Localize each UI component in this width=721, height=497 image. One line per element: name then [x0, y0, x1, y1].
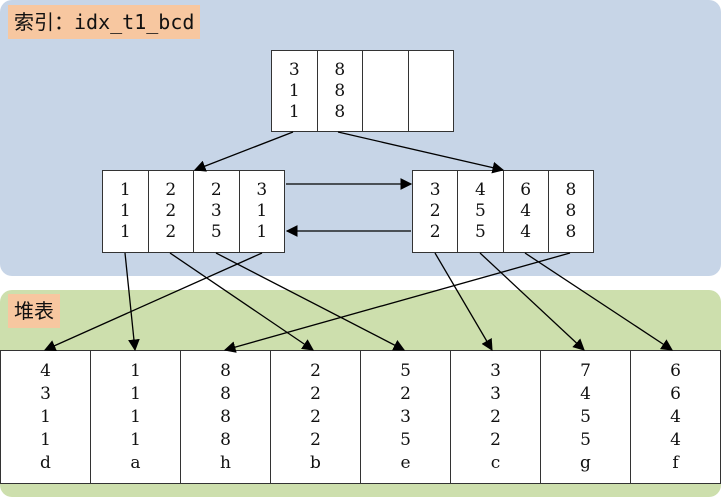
cell-value: 5 [580, 429, 591, 450]
cell-value: 6 [670, 360, 681, 381]
cell-value: 4 [580, 383, 591, 404]
root-node-entry [407, 51, 454, 131]
cell-value: 3 [490, 360, 501, 381]
cell-value: 6 [670, 383, 681, 404]
cell-value: 4 [520, 201, 532, 221]
cell-value: 3 [256, 180, 268, 200]
cell-value: 2 [165, 222, 177, 242]
cell-value: 5 [474, 201, 486, 221]
cell-value: e [400, 452, 411, 473]
cell-value: 5 [580, 406, 591, 427]
cell-value: 1 [40, 429, 51, 450]
cell-value: a [130, 452, 141, 473]
cell-value: 1 [256, 222, 268, 242]
root-node-entry [362, 51, 408, 131]
cell-value: 1 [288, 80, 300, 101]
cell-value: 2 [310, 429, 321, 450]
cell-value: 1 [119, 180, 131, 200]
cell-value: 4 [670, 406, 681, 427]
cell-value: 4 [670, 429, 681, 450]
cell-value: 3 [429, 180, 441, 200]
cell-value: 2 [165, 180, 177, 200]
cell-value: 7 [580, 360, 591, 381]
cell-value: 2 [210, 180, 222, 200]
cell-value: 4 [474, 180, 486, 200]
heap-table-label: 堆表 [8, 294, 60, 328]
cell-value: 3 [400, 406, 411, 427]
cell-value: 8 [220, 383, 231, 404]
cell-value: 8 [334, 101, 346, 122]
cell-value: g [580, 452, 591, 473]
cell-value: 8 [565, 180, 577, 200]
cell-value: 8 [220, 429, 231, 450]
cell-value: 8 [334, 80, 346, 101]
cell-value: 2 [490, 406, 501, 427]
cell-value: 8 [220, 360, 231, 381]
cell-value: 3 [210, 201, 222, 221]
index-label: 索引：idx_t1_bcd [8, 5, 201, 39]
cell-value: 8 [334, 59, 346, 80]
cell-value: 4 [520, 222, 532, 242]
cell-value: 1 [130, 360, 141, 381]
cell-value: 2 [400, 383, 411, 404]
cell-value: 2 [310, 406, 321, 427]
cell-value: 1 [40, 406, 51, 427]
cell-value: d [40, 452, 51, 473]
cell-value: f [672, 452, 679, 473]
cell-value: h [220, 452, 231, 473]
cell-value: 2 [429, 222, 441, 242]
cell-value: 1 [288, 101, 300, 122]
cell-value: 5 [400, 360, 411, 381]
cell-value: 2 [490, 429, 501, 450]
cell-value: 2 [310, 360, 321, 381]
cell-value: 5 [210, 222, 222, 242]
cell-value: 2 [429, 201, 441, 221]
cell-value: 4 [40, 360, 51, 381]
cell-value: 5 [474, 222, 486, 242]
cell-value: 8 [220, 406, 231, 427]
cell-value: 2 [165, 201, 177, 221]
cell-value: b [310, 452, 321, 473]
cell-value: 6 [520, 180, 532, 200]
cell-value: 1 [119, 201, 131, 221]
cell-value: 1 [130, 429, 141, 450]
cell-value: 3 [40, 383, 51, 404]
cell-value: 5 [400, 429, 411, 450]
cell-value: 1 [130, 383, 141, 404]
cell-value: 1 [130, 406, 141, 427]
cell-value: 2 [310, 383, 321, 404]
cell-value: 8 [565, 201, 577, 221]
cell-value: 8 [565, 222, 577, 242]
cell-value: 1 [256, 201, 268, 221]
cell-value: 3 [490, 383, 501, 404]
cell-value: 1 [119, 222, 131, 242]
cell-value: 3 [288, 59, 300, 80]
cell-value: c [490, 452, 501, 473]
